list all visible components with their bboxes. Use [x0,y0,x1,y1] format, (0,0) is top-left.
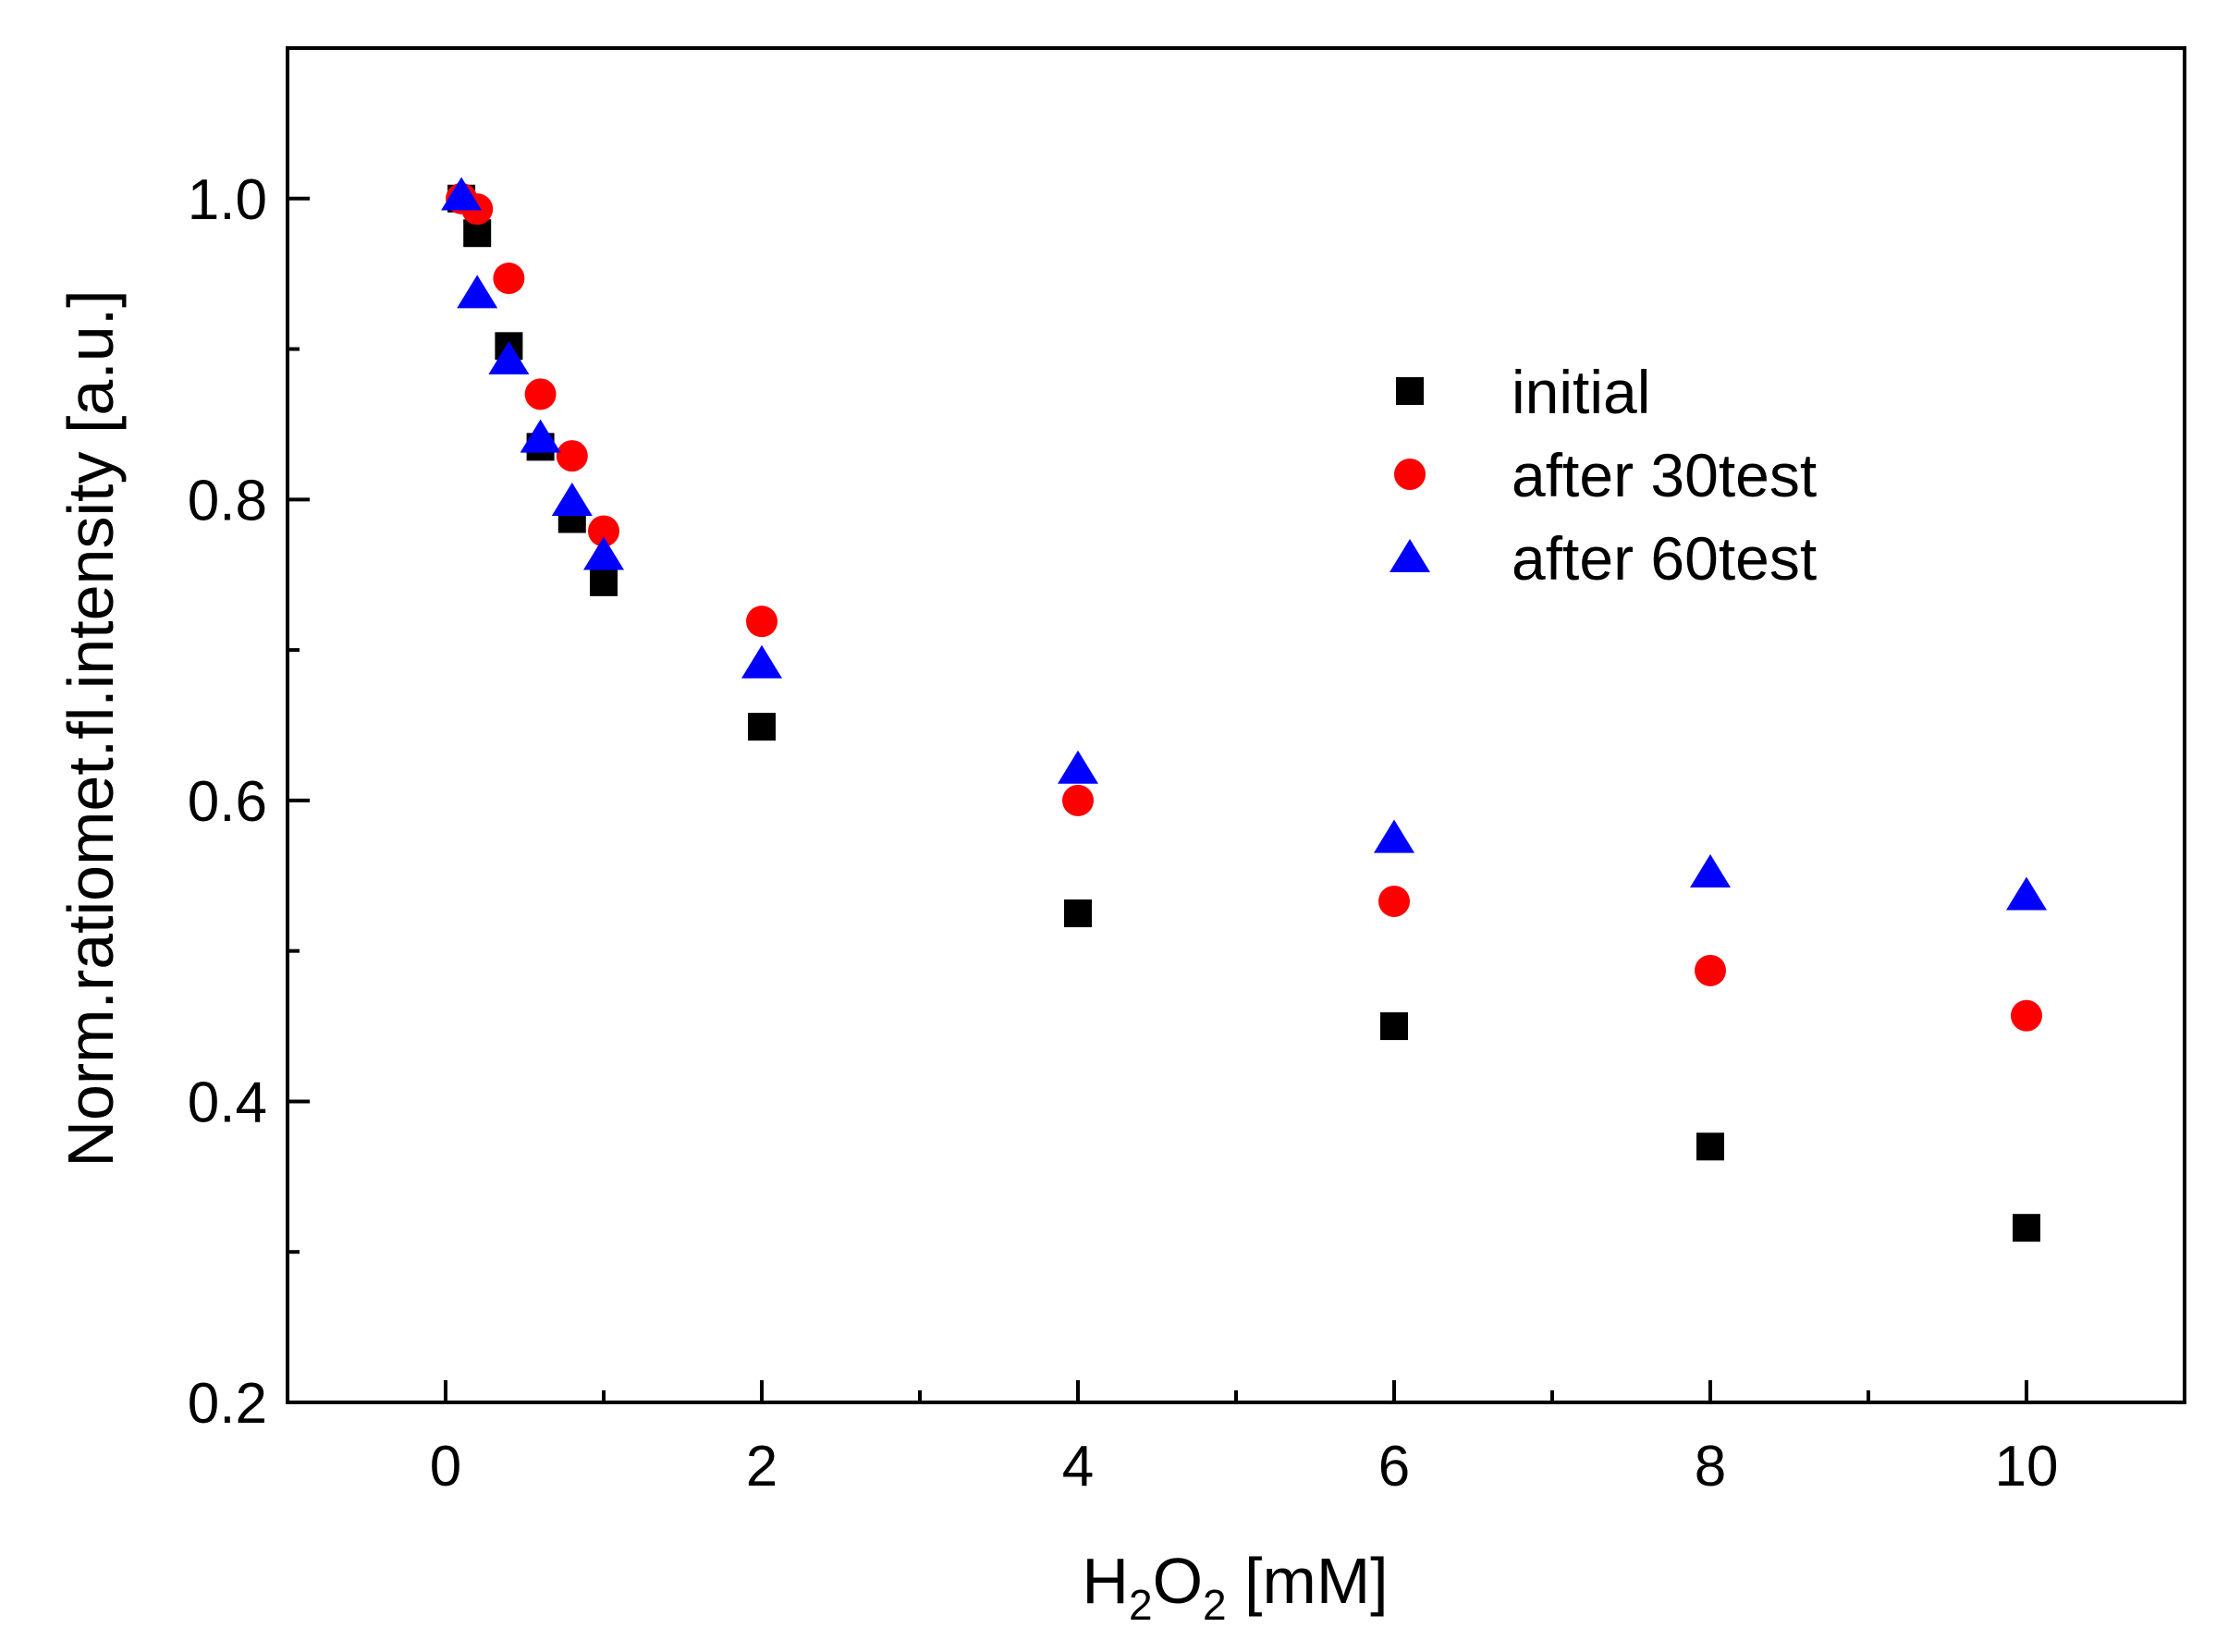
plot-frame [286,46,2186,1404]
point-after-30test [1062,784,1094,816]
y-tick-label: 0.2 [188,1372,267,1436]
y-tick-label: 1.0 [188,168,267,232]
x-tick-label: 8 [1695,1435,1726,1499]
point-after-60test [1374,819,1414,853]
point-after-60test [457,275,498,309]
point-after-60test [583,536,624,570]
point-after-30test [588,515,619,547]
point-after-30test [524,378,557,410]
point-initial [1696,1132,1724,1161]
legend-label-after-30test: after 30test [1512,441,1817,509]
point-after-30test [2011,999,2042,1032]
data-points [441,177,2047,1242]
point-initial [2013,1214,2040,1242]
legend: initial after 30test after 60test [1390,358,1817,593]
point-initial [1380,1012,1408,1041]
point-after-30test [1695,954,1726,986]
x-tick-label: 6 [1378,1435,1410,1499]
legend-marker-after-60test [1390,539,1430,572]
legend-label-after-60test: after 60test [1512,524,1817,593]
y-axis-title: Norm.ratiomet.fl.intensity [a.u.] [55,289,127,1167]
point-after-30test [746,606,777,638]
point-after-60test [741,644,782,679]
point-initial [1064,899,1092,927]
point-after-60test [520,419,561,453]
legend-marker-initial [1396,377,1424,405]
point-after-60test [1058,750,1098,784]
x-tick-label: 10 [1995,1435,2059,1499]
y-tick-label: 0.6 [188,770,267,834]
x-tick-label: 2 [746,1435,777,1499]
x-tick-label: 0 [430,1435,461,1499]
point-after-60test [2006,876,2047,911]
legend-marker-after-30test [1394,459,1426,490]
point-after-30test [556,440,588,472]
x-axis-title: H2O2 [mM] [1082,1545,1388,1629]
point-initial [590,568,618,596]
point-after-60test [488,340,530,374]
y-axis-ticks: 0.2 0.4 0.6 0.8 1.0 [188,168,310,1436]
point-after-60test [1690,854,1731,888]
point-after-60test [441,177,483,211]
y-tick-label: 0.8 [188,469,267,532]
legend-label-initial: initial [1512,358,1650,426]
point-after-30test [493,263,525,295]
x-tick-label: 4 [1062,1435,1094,1499]
point-after-30test [1378,885,1410,917]
y-tick-label: 0.4 [188,1071,267,1134]
point-after-60test [551,482,593,516]
point-initial [748,713,776,741]
x-axis-ticks: 0 2 4 6 8 10 [430,1380,2059,1499]
